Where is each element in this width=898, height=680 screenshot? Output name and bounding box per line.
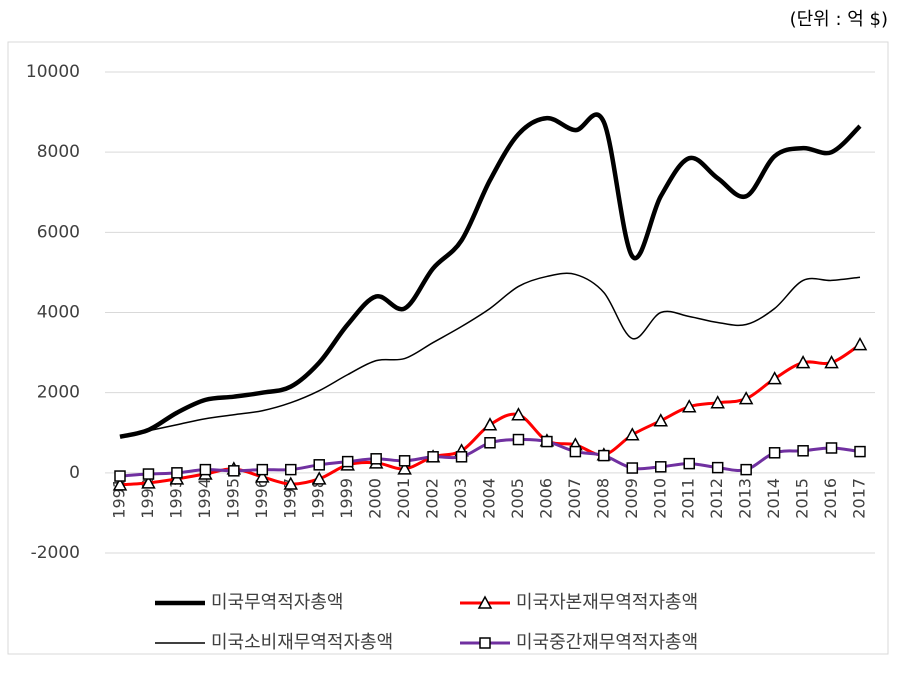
legend-marker	[479, 637, 491, 649]
x-tick-label: 2014	[764, 478, 783, 519]
point-marker	[681, 399, 697, 413]
point-marker	[512, 433, 525, 446]
x-tick-label: 2009	[622, 478, 641, 519]
point-marker	[256, 463, 269, 476]
x-tick-label: 2003	[451, 478, 470, 519]
x-tick-label: 2016	[821, 478, 840, 519]
x-tick-label: 2001	[394, 478, 413, 519]
x-tick-label: 1995	[223, 478, 242, 519]
x-tick-label: 1996	[252, 478, 271, 519]
series-line	[119, 112, 862, 439]
legend-label: 미국소비재무역적자총액	[211, 632, 393, 653]
x-tick-label: 2008	[593, 478, 612, 519]
point-marker	[255, 469, 270, 483]
point-marker	[625, 427, 640, 441]
point-marker	[825, 442, 838, 454]
point-marker	[738, 391, 754, 405]
point-marker	[482, 417, 498, 431]
point-marker	[655, 461, 667, 473]
x-tick-label: 2002	[423, 478, 442, 519]
point-marker	[569, 445, 582, 458]
y-tick-label: 6000	[37, 222, 80, 242]
point-marker	[740, 463, 752, 476]
legend-label: 미국중간재무역적자총액	[516, 632, 698, 653]
y-tick-label: 0	[69, 463, 80, 483]
point-marker	[112, 477, 128, 491]
x-tick-label: 2005	[508, 478, 527, 519]
point-marker	[171, 467, 183, 479]
point-marker	[228, 465, 240, 477]
point-marker	[767, 371, 782, 385]
x-tick-label: 2007	[565, 478, 584, 519]
y-tick-label: 2000	[37, 383, 80, 403]
point-marker	[455, 451, 468, 463]
point-marker	[370, 453, 382, 465]
legend-label: 미국무역적자총액	[211, 592, 343, 613]
point-marker	[142, 468, 155, 480]
point-marker	[824, 355, 839, 369]
point-marker	[511, 407, 526, 421]
point-marker	[114, 470, 126, 482]
x-tick-label: 1993	[166, 478, 185, 519]
legend-label: 미국자본재무역적자총액	[516, 592, 698, 613]
point-marker	[397, 461, 412, 475]
point-marker	[341, 455, 354, 468]
y-tick-label: 8000	[37, 142, 80, 162]
x-tick-label: 2015	[793, 478, 812, 519]
x-tick-label: 1998	[309, 478, 328, 519]
point-marker	[797, 445, 809, 457]
series-line	[119, 272, 861, 438]
point-marker	[199, 463, 212, 476]
point-marker	[313, 459, 325, 471]
point-marker	[598, 449, 610, 462]
point-marker	[398, 455, 411, 467]
point-marker	[710, 395, 725, 409]
y-tick-label: 4000	[37, 303, 80, 323]
point-marker	[852, 337, 868, 351]
x-tick-label: 2013	[736, 478, 755, 519]
point-marker	[768, 447, 781, 459]
point-marker	[427, 451, 439, 463]
unit-note: (단위 : 억 $)	[790, 9, 888, 30]
x-tick-label: 2010	[650, 478, 669, 519]
point-marker	[683, 457, 695, 470]
chart-frame	[7, 41, 889, 655]
point-marker	[484, 437, 496, 449]
point-marker	[141, 475, 156, 489]
y-tick-label: 10000	[26, 62, 80, 82]
point-marker	[541, 435, 553, 448]
point-marker	[711, 461, 724, 474]
point-marker	[854, 445, 866, 458]
point-marker	[626, 462, 639, 474]
y-tick-label: -2000	[31, 543, 80, 563]
point-marker	[285, 463, 297, 476]
x-tick-label: 2006	[536, 478, 555, 519]
x-tick-label: 2004	[480, 478, 499, 519]
point-marker	[283, 476, 299, 490]
point-marker	[311, 471, 327, 485]
legend-marker	[477, 595, 493, 609]
x-tick-label: 1999	[337, 478, 356, 519]
point-marker	[653, 413, 669, 427]
x-tick-label: 2017	[850, 478, 869, 519]
point-marker	[795, 355, 811, 369]
x-tick-label: 2000	[366, 478, 385, 519]
x-tick-label: 2012	[707, 478, 726, 519]
x-tick-label: 2011	[679, 478, 698, 519]
x-tick-label: 1994	[195, 478, 214, 519]
